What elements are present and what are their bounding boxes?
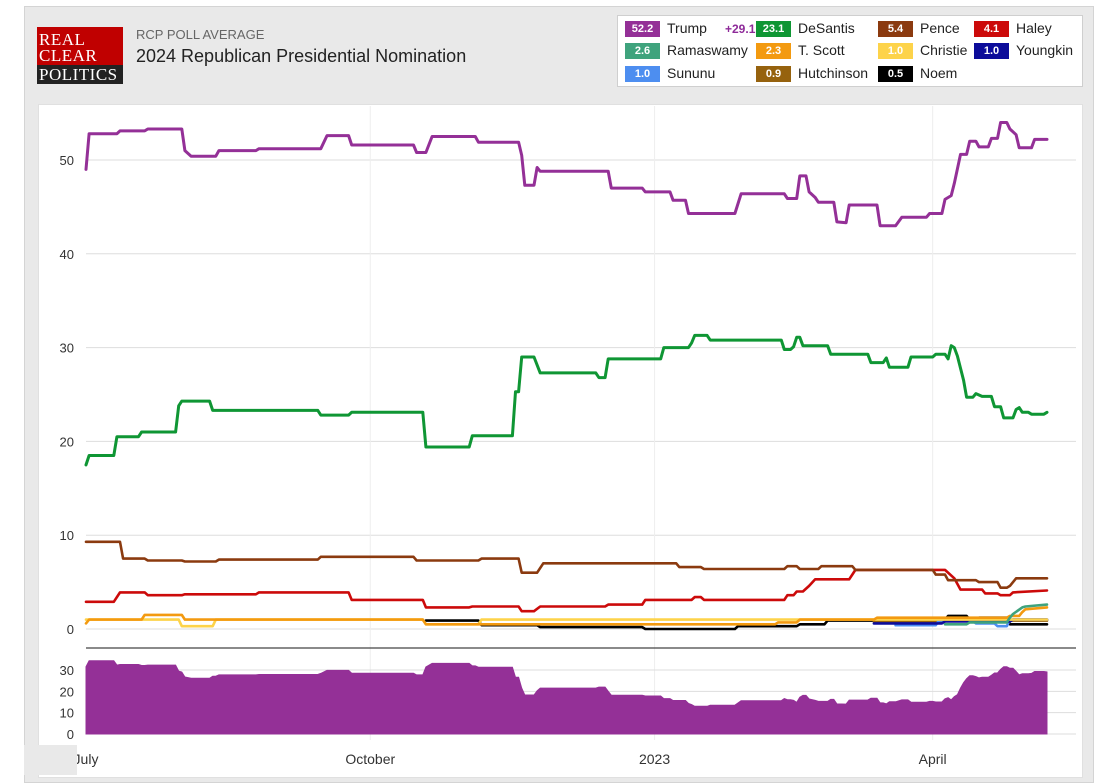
legend-item-trump[interactable]: 52.2 Trump +29.1 <box>625 20 756 37</box>
series-line-t-scott <box>84 606 1049 626</box>
legend-name: Haley <box>1016 20 1052 36</box>
legend-name: Sununu <box>667 65 716 81</box>
legend-item-pence[interactable]: 5.4 Pence <box>878 20 974 37</box>
chart-title: 2024 Republican Presidential Nomination <box>136 46 467 66</box>
spread-area <box>85 660 1048 735</box>
chart-subtitle: RCP POLL AVERAGE <box>136 27 265 42</box>
legend-value-badge: 5.4 <box>878 21 913 37</box>
legend-name: Christie <box>920 42 968 58</box>
legend-name: DeSantis <box>798 20 855 36</box>
legend-name: Youngkin <box>1016 42 1074 58</box>
legend-value-badge: 2.3 <box>756 43 791 59</box>
legend-value-badge: 2.6 <box>625 43 660 59</box>
legend-name: Noem <box>920 65 958 81</box>
y-tick-label: 30 <box>60 341 74 356</box>
spread-y-tick-label: 20 <box>60 684 74 699</box>
legend-name: Hutchinson <box>798 65 869 81</box>
logo-text-clear: CLEAR <box>39 46 98 65</box>
legend-item-t-scott[interactable]: 2.3 T. Scott <box>756 42 878 59</box>
axis-crop-mask <box>24 745 77 775</box>
rcp-logo[interactable]: REAL CLEAR POLITICS <box>37 27 123 84</box>
legend-value-badge: 1.0 <box>974 43 1009 59</box>
logo-text-politics: POLITICS <box>39 65 118 84</box>
spread-y-tick-label: 0 <box>67 727 74 742</box>
legend-value-badge: 1.0 <box>878 43 913 59</box>
y-tick-label: 50 <box>60 153 74 168</box>
legend-name: Pence <box>920 20 960 36</box>
spread-y-tick-label: 30 <box>60 663 74 678</box>
legend-value-badge: 0.9 <box>756 66 791 82</box>
legend-name: Trump <box>667 20 707 36</box>
legend-spread: +29.1 <box>725 22 756 36</box>
series-line-haley <box>84 568 1049 613</box>
y-tick-label: 10 <box>60 528 74 543</box>
legend-value-badge: 23.1 <box>756 21 791 37</box>
x-tick-label: April <box>919 751 947 767</box>
legend-value-badge: 0.5 <box>878 66 913 82</box>
x-tick-label: October <box>345 751 395 767</box>
legend-item-christie[interactable]: 1.0 Christie <box>878 42 974 59</box>
legend-item-desantis[interactable]: 23.1 DeSantis <box>756 20 878 37</box>
y-tick-label: 20 <box>60 434 74 449</box>
legend-item-sununu[interactable]: 1.0 Sununu <box>625 65 756 82</box>
legend-name: T. Scott <box>798 42 845 58</box>
legend-value-badge: 1.0 <box>625 66 660 82</box>
series-line-ramaswamy <box>943 603 1049 626</box>
series-line-trump <box>84 121 1049 228</box>
legend-name: Ramaswamy <box>667 42 748 58</box>
logo-text-real: REAL <box>39 30 86 49</box>
legend-item-noem[interactable]: 0.5 Noem <box>878 65 974 82</box>
y-tick-label: 0 <box>67 622 74 637</box>
x-tick-label: 2023 <box>639 751 670 767</box>
legend-value-badge: 4.1 <box>974 21 1009 37</box>
legend-item-ramaswamy[interactable]: 2.6 Ramaswamy <box>625 42 756 59</box>
x-tick-label: July <box>74 751 99 767</box>
series-line-desantis <box>84 333 1049 467</box>
spread-y-tick-label: 10 <box>60 706 74 721</box>
legend-item-haley[interactable]: 4.1 Haley <box>974 20 1074 37</box>
legend-value-badge: 52.2 <box>625 21 660 37</box>
legend: 52.2 Trump +29.1 23.1 DeSantis 5.4 Pence 4.1 Hal… <box>617 15 1083 87</box>
series-line-pence <box>84 540 1049 590</box>
y-tick-label: 40 <box>60 247 74 262</box>
legend-item-youngkin[interactable]: 1.0 Youngkin <box>974 42 1074 59</box>
logo-politics-band: POLITICS <box>37 65 123 84</box>
legend-item-hutchinson[interactable]: 0.9 Hutchinson <box>756 65 878 82</box>
